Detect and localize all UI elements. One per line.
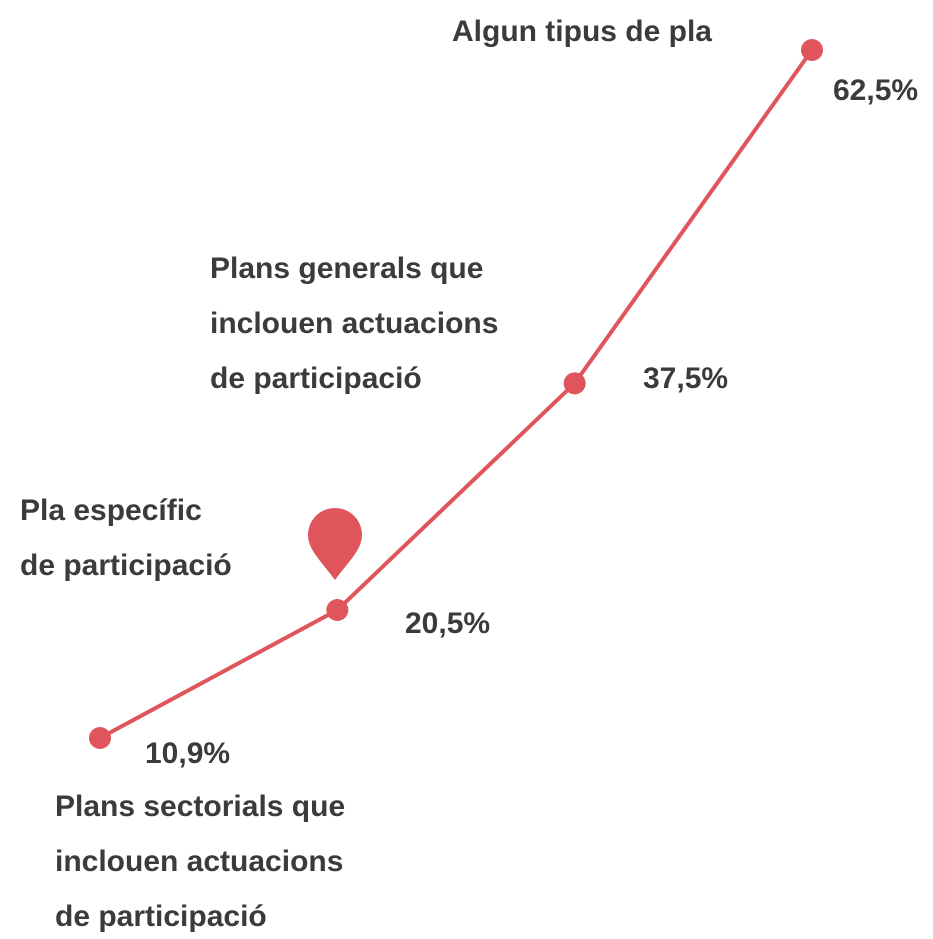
category-label: de participació	[210, 362, 422, 395]
category-label: de participació	[20, 549, 232, 582]
category-label: Pla específic	[20, 494, 202, 527]
category-label: Plans generals que	[210, 252, 483, 285]
point	[326, 599, 349, 621]
category-label: Algun tipus de pla	[452, 15, 712, 48]
value-label: 20,5%	[405, 607, 490, 640]
point	[563, 372, 586, 395]
point	[89, 727, 111, 749]
line	[99, 48, 814, 740]
category-label: Plans sectorials que	[55, 790, 345, 823]
location-pin	[308, 508, 362, 580]
category-label: inclouen actuacions	[210, 307, 498, 340]
category-label: de participació	[55, 900, 267, 933]
value-label: 10,9%	[145, 737, 230, 770]
category-label: inclouen actuacions	[55, 845, 343, 878]
point	[801, 39, 823, 61]
value-label: 62,5%	[833, 74, 918, 107]
value-label: 37,5%	[643, 362, 728, 395]
